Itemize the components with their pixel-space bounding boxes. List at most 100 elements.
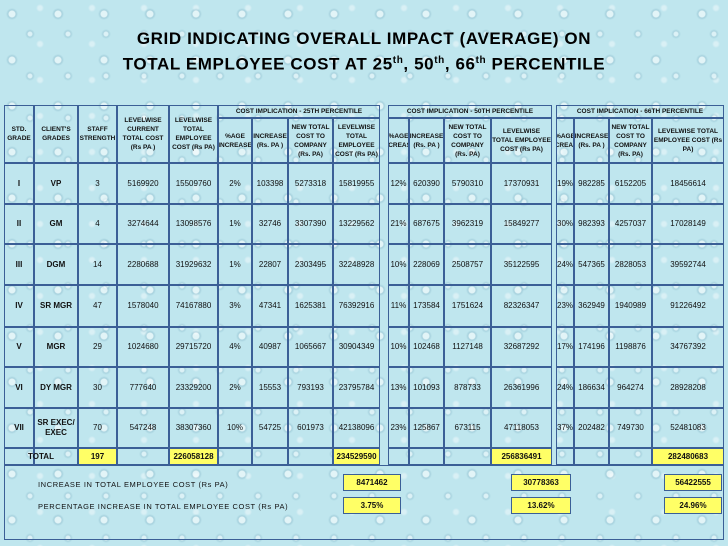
table-cell bbox=[491, 285, 552, 327]
table-cell bbox=[491, 327, 552, 367]
cell-r4-c13: 82326347 bbox=[503, 301, 540, 310]
total-p66: 282480683 bbox=[653, 449, 723, 464]
cell-r5-c11: 102468 bbox=[413, 342, 440, 351]
table-cell bbox=[388, 367, 409, 408]
cell-r1-c13: 17370931 bbox=[503, 178, 540, 188]
header-cell bbox=[117, 105, 169, 163]
table-cell bbox=[574, 367, 609, 408]
table-cell bbox=[574, 204, 609, 244]
table-cell bbox=[288, 285, 333, 327]
subheader-cell bbox=[388, 118, 409, 163]
table-cell bbox=[252, 163, 288, 204]
cell-r1-c5: 15509760 bbox=[175, 178, 212, 188]
cell-r6-c9: 23795784 bbox=[338, 382, 375, 392]
table-cell bbox=[409, 408, 444, 448]
subheader-newtotal: NEW TOTAL COST TO COMPANY (Rs. PA) bbox=[448, 123, 487, 158]
table-cell bbox=[4, 204, 34, 244]
increase-label: INCREASE IN TOTAL EMPLOYEE COST (Rs PA) bbox=[38, 480, 229, 489]
cell-r1-c14: 19% bbox=[557, 178, 573, 188]
table-cell bbox=[574, 327, 609, 367]
table-cell bbox=[556, 327, 574, 367]
table-cell bbox=[333, 367, 380, 408]
total-cell bbox=[556, 448, 574, 465]
cell-r6-c15: 186634 bbox=[578, 382, 605, 392]
table-cell bbox=[556, 163, 574, 204]
subheader-cell bbox=[556, 118, 574, 163]
table-cell bbox=[556, 367, 574, 408]
table-cell bbox=[169, 285, 218, 327]
cell-r7-c7: 54725 bbox=[258, 423, 282, 432]
cell-r4-c11: 173584 bbox=[413, 301, 440, 310]
cell-r7-c5: 38307360 bbox=[175, 423, 212, 432]
cell-r6-c12: 878733 bbox=[454, 382, 481, 392]
table-cell bbox=[252, 408, 288, 448]
table-cell bbox=[491, 367, 552, 408]
table-cell bbox=[609, 327, 652, 367]
title-text: TOTAL EMPLOYEE COST AT 25 bbox=[122, 54, 393, 74]
table-cell bbox=[388, 163, 409, 204]
group-header-box bbox=[218, 105, 380, 118]
table-cell bbox=[444, 244, 491, 285]
table-cell bbox=[34, 244, 78, 285]
cell-r5-c4: 1024680 bbox=[127, 342, 159, 351]
group-header-3: COST IMPLICATION - 66TH PERCENTILE bbox=[576, 107, 704, 115]
total-p50: 256836491 bbox=[492, 449, 551, 464]
cell-r2-c11: 687675 bbox=[413, 219, 440, 228]
cell-r7-c9: 42138096 bbox=[338, 423, 375, 432]
cell-r1-c15: 982285 bbox=[578, 178, 605, 188]
cell-r7-c4: 547248 bbox=[129, 423, 157, 432]
table-cell bbox=[252, 244, 288, 285]
table-cell bbox=[218, 244, 252, 285]
table-cell bbox=[78, 204, 117, 244]
cell-r5-c13: 32687292 bbox=[503, 342, 540, 351]
header-cell bbox=[34, 105, 78, 163]
table-cell bbox=[409, 244, 444, 285]
table-cell bbox=[169, 408, 218, 448]
table-cell bbox=[652, 367, 724, 408]
group-header-1: COST IMPLICATION - 25TH PERCENTILE bbox=[235, 107, 363, 115]
total-cell bbox=[409, 448, 444, 465]
summary-pct-2: 13.62% bbox=[512, 498, 570, 513]
cell-r2-c2: GM bbox=[49, 219, 63, 228]
cell-r3-c12: 2508757 bbox=[451, 259, 484, 269]
table-cell bbox=[409, 163, 444, 204]
cell-r4-c3: 47 bbox=[93, 301, 102, 310]
title-sup: th bbox=[434, 55, 445, 66]
table-cell bbox=[556, 244, 574, 285]
total-staff: 197 bbox=[79, 449, 116, 464]
table-cell bbox=[388, 285, 409, 327]
cell-r1-c8: 5273318 bbox=[294, 178, 327, 188]
table-cell bbox=[609, 163, 652, 204]
cell-r3-c6: 1% bbox=[229, 259, 241, 269]
header-staff: STAFF STRENGTH bbox=[79, 126, 116, 142]
subheader-newtotal: NEW TOTAL COST TO COMPANY (Rs. PA) bbox=[291, 123, 330, 158]
summary-inc-2: 30778363 bbox=[512, 475, 570, 490]
table-cell bbox=[78, 244, 117, 285]
title-sup: th bbox=[392, 55, 404, 66]
cell-r5-c16: 1198876 bbox=[615, 342, 646, 351]
total-emp: 226058128 bbox=[170, 449, 217, 464]
group-header-2: COST IMPLICATION - 50TH PERCENTILE bbox=[406, 107, 534, 115]
cell-r2-c17: 17028149 bbox=[670, 219, 706, 228]
cell-r5-c17: 34767392 bbox=[670, 342, 706, 351]
subheader-pct: %AGE INCREASE bbox=[219, 132, 251, 149]
table-cell bbox=[333, 163, 380, 204]
cell-r2-c10: 21% bbox=[390, 219, 407, 228]
table-cell bbox=[288, 367, 333, 408]
total-cell bbox=[388, 448, 409, 465]
cell-r1-c17: 18456614 bbox=[670, 178, 706, 188]
cell-r6-c13: 26361996 bbox=[503, 382, 540, 392]
table-cell bbox=[252, 204, 288, 244]
cell-r5-c1: V bbox=[16, 342, 22, 351]
table-cell bbox=[333, 408, 380, 448]
table-cell bbox=[117, 408, 169, 448]
subheader-inc: INCREASE (Rs. PA ) bbox=[253, 132, 287, 149]
cell-r7-c15: 202482 bbox=[578, 423, 605, 432]
table-cell bbox=[117, 244, 169, 285]
table-cell bbox=[169, 163, 218, 204]
cell-r2-c16: 4257037 bbox=[614, 219, 647, 228]
table-cell bbox=[444, 327, 491, 367]
subheader-cell bbox=[491, 118, 552, 163]
table-cell bbox=[169, 244, 218, 285]
table-cell bbox=[218, 327, 252, 367]
